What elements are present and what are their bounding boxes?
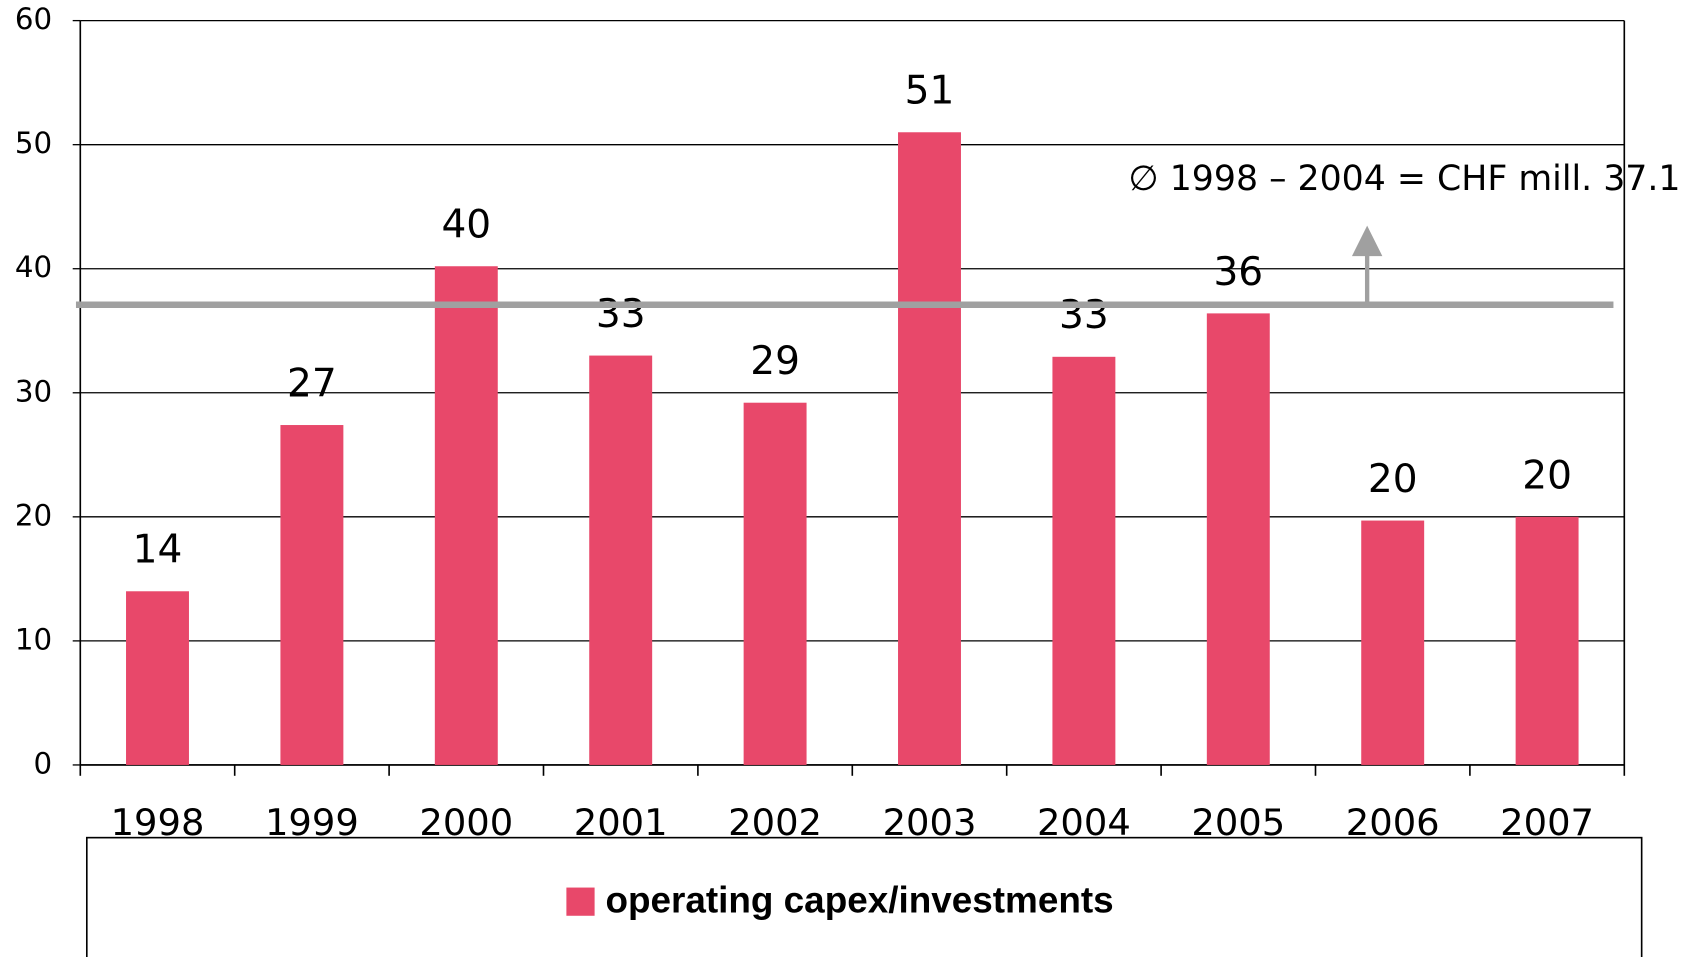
value-label: 27	[287, 361, 337, 406]
value-label: 51	[905, 69, 955, 114]
y-tick-label: 60	[15, 2, 52, 36]
bar	[126, 591, 189, 765]
y-tick-label: 30	[15, 374, 52, 408]
x-tick-label: 2006	[1346, 801, 1440, 844]
x-tick-label: 1999	[265, 801, 359, 844]
y-tick-label: 10	[15, 622, 52, 656]
arrow-head	[1351, 225, 1383, 257]
bar	[1515, 516, 1579, 765]
bar	[589, 355, 653, 765]
legend-label: operating capex/investments	[605, 879, 1113, 920]
x-tick-label: 2005	[1191, 801, 1285, 844]
y-tick-label: 0	[33, 746, 52, 780]
x-tick-label: 2003	[883, 801, 977, 844]
value-label: 33	[596, 292, 646, 337]
value-label: 14	[133, 528, 183, 573]
y-tick-label: 50	[15, 126, 52, 160]
bar	[280, 425, 344, 765]
x-tick-label: 2002	[728, 801, 822, 844]
bar	[898, 132, 961, 765]
legend-swatch	[566, 887, 595, 916]
y-tick-label: 20	[15, 498, 52, 532]
value-label: 33	[1059, 293, 1109, 338]
x-tick-label: 2000	[419, 801, 513, 844]
legend-box	[85, 836, 1643, 957]
x-tick-label: 2007	[1500, 801, 1594, 844]
x-tick-label: 2004	[1037, 801, 1131, 844]
value-label: 20	[1368, 457, 1418, 502]
y-tick-label: 40	[15, 250, 52, 284]
bar	[1052, 356, 1116, 765]
value-label: 20	[1522, 453, 1572, 498]
x-tick-label: 2001	[574, 801, 668, 844]
value-label: 29	[750, 339, 800, 384]
value-label: 36	[1213, 250, 1263, 295]
bar	[434, 266, 498, 765]
bar	[1361, 520, 1425, 765]
bar	[1206, 313, 1270, 765]
x-tick-label: 1998	[111, 801, 205, 844]
bar	[743, 402, 807, 765]
value-label: 40	[441, 203, 491, 248]
annotation: ∅ 1998 – 2004 = CHF mill. 37.1	[1128, 159, 1680, 199]
